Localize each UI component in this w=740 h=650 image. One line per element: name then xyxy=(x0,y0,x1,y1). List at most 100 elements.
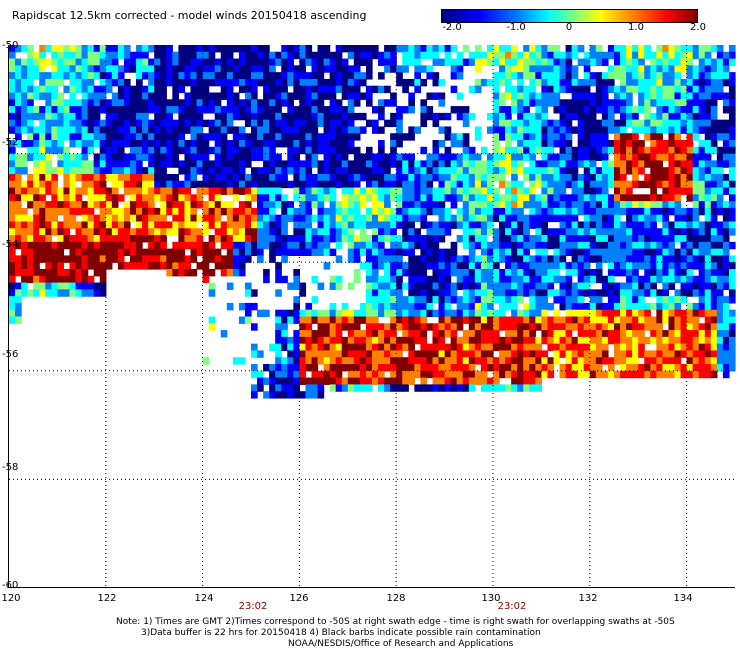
wind-cell xyxy=(722,140,730,148)
wind-cell xyxy=(123,241,131,250)
wind-cell xyxy=(414,187,421,195)
wind-cell xyxy=(565,316,573,324)
wind-cell xyxy=(438,214,446,223)
wind-cell xyxy=(499,207,506,216)
wind-cell xyxy=(196,106,204,114)
wind-cell xyxy=(335,106,343,114)
wind-cell xyxy=(668,58,676,66)
wind-cell xyxy=(117,133,125,141)
wind-cell xyxy=(505,241,512,250)
wind-cell xyxy=(517,370,524,379)
wind-cell xyxy=(656,207,663,216)
wind-cell xyxy=(45,126,52,134)
wind-cell xyxy=(130,194,137,202)
wind-cell xyxy=(692,167,700,175)
wind-cell xyxy=(214,180,222,189)
wind-cell xyxy=(680,45,688,53)
wind-cell xyxy=(559,65,567,73)
wind-cell xyxy=(408,343,415,352)
wind-cell xyxy=(287,140,294,148)
wind-cell xyxy=(462,357,470,365)
wind-cell xyxy=(632,173,639,182)
wind-cell xyxy=(263,72,270,80)
wind-cell xyxy=(438,187,446,195)
wind-cell xyxy=(674,160,682,168)
wind-cell xyxy=(577,58,585,66)
wind-cell xyxy=(347,72,355,80)
wind-cell xyxy=(547,167,555,175)
wind-cell xyxy=(21,72,28,80)
wind-cell xyxy=(656,112,663,121)
wind-cell xyxy=(87,235,95,243)
wind-cell xyxy=(263,268,270,277)
wind-cell xyxy=(493,275,500,284)
wind-cell xyxy=(154,167,161,175)
wind-cell xyxy=(305,336,313,345)
wind-cell xyxy=(178,194,186,202)
wind-cell xyxy=(63,221,71,229)
wind-cell xyxy=(547,275,555,284)
wind-cell xyxy=(529,282,536,290)
wind-cell xyxy=(299,323,307,331)
wind-cell xyxy=(311,180,319,189)
wind-cell xyxy=(359,343,367,352)
wind-cell xyxy=(438,167,446,175)
wind-cell xyxy=(722,262,730,270)
wind-cell xyxy=(9,207,16,216)
wind-cell xyxy=(269,180,276,189)
wind-cell xyxy=(710,316,718,324)
wind-cell xyxy=(668,45,676,53)
wind-cell xyxy=(432,262,440,270)
wind-cell xyxy=(166,65,173,73)
wind-cell xyxy=(251,133,258,141)
wind-cell xyxy=(499,126,506,134)
wind-cell xyxy=(565,282,573,290)
wind-cell xyxy=(69,106,77,114)
wind-cell xyxy=(196,241,204,250)
wind-cell xyxy=(347,364,355,372)
wind-cell xyxy=(15,106,22,114)
wind-cell xyxy=(589,146,597,155)
wind-cell xyxy=(208,289,216,297)
wind-cell xyxy=(535,173,542,182)
wind-cell xyxy=(220,45,228,53)
wind-cell xyxy=(269,377,276,385)
wind-cell xyxy=(674,364,682,372)
wind-cell xyxy=(281,45,288,53)
wind-cell xyxy=(474,51,482,60)
wind-cell xyxy=(208,235,216,243)
wind-cell xyxy=(123,201,131,209)
wind-cell xyxy=(559,248,567,257)
wind-cell xyxy=(432,384,440,392)
wind-cell xyxy=(232,106,240,114)
wind-cell xyxy=(257,78,264,87)
wind-cell xyxy=(378,323,385,331)
wind-cell xyxy=(432,173,440,182)
wind-cell xyxy=(432,343,440,352)
wind-cell xyxy=(426,167,434,175)
wind-cell xyxy=(438,180,446,189)
wind-cell xyxy=(148,207,155,216)
wind-cell xyxy=(559,78,567,87)
wind-cell xyxy=(21,180,28,189)
wind-cell xyxy=(523,92,530,100)
wind-cell xyxy=(686,180,694,189)
wind-cell xyxy=(208,146,216,155)
wind-cell xyxy=(347,119,355,128)
wind-cell xyxy=(353,180,361,189)
wind-cell xyxy=(244,201,252,209)
wind-cell xyxy=(432,51,440,60)
wind-cell xyxy=(505,323,512,331)
wind-cell xyxy=(15,45,22,53)
wind-cell xyxy=(728,194,736,202)
wind-cell xyxy=(710,268,718,277)
wind-cell xyxy=(323,248,331,257)
wind-cell xyxy=(438,228,446,236)
wind-cell xyxy=(686,228,694,236)
wind-cell xyxy=(329,106,337,114)
wind-cell xyxy=(9,289,16,297)
wind-cell xyxy=(359,201,367,209)
wind-cell xyxy=(190,45,198,53)
wind-cell xyxy=(378,173,385,182)
wind-cell xyxy=(426,241,434,250)
